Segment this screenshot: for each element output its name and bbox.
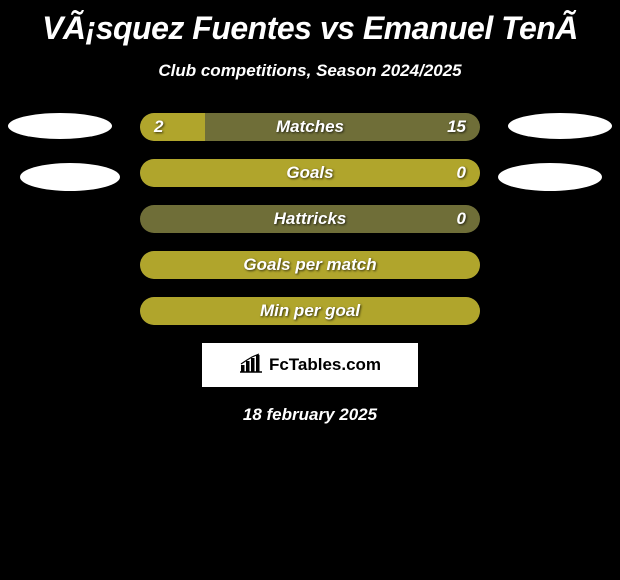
bar-value-left: 2: [154, 117, 163, 137]
subtitle: Club competitions, Season 2024/2025: [0, 61, 620, 81]
bar-label: Goals: [140, 163, 480, 183]
bar-value-right: 0: [457, 209, 466, 229]
stat-bar: Goals0: [140, 159, 480, 187]
bars-container: Matches215Goals0Hattricks0Goals per matc…: [0, 113, 620, 325]
page-title: VÃ¡squez Fuentes vs Emanuel TenÃ: [0, 0, 620, 47]
stat-bar: Matches2 15: [140, 113, 480, 141]
bar-label: Hattricks: [140, 209, 480, 229]
brand-box: FcTables.com: [202, 343, 418, 387]
comparison-chart: Matches215Goals0Hattricks0Goals per matc…: [0, 113, 620, 325]
bar-value-right: 15: [447, 117, 466, 137]
bar-value-right: 0: [457, 163, 466, 183]
stat-bar: Min per goal: [140, 297, 480, 325]
date-line: 18 february 2025: [0, 405, 620, 425]
stat-bar: Goals per match: [140, 251, 480, 279]
bar-row: Min per goal: [0, 297, 620, 325]
bar-label: Goals per match: [140, 255, 480, 275]
bar-row: Goals0: [0, 159, 620, 187]
bar-label: Min per goal: [140, 301, 480, 321]
stat-bar: Hattricks0: [140, 205, 480, 233]
brand-text: FcTables.com: [269, 355, 381, 375]
bar-row: Matches2 15: [0, 113, 620, 141]
bar-label: Matches: [140, 117, 480, 137]
bar-row: Goals per match: [0, 251, 620, 279]
brand-chart-icon: [239, 353, 263, 378]
bar-row: Hattricks0: [0, 205, 620, 233]
